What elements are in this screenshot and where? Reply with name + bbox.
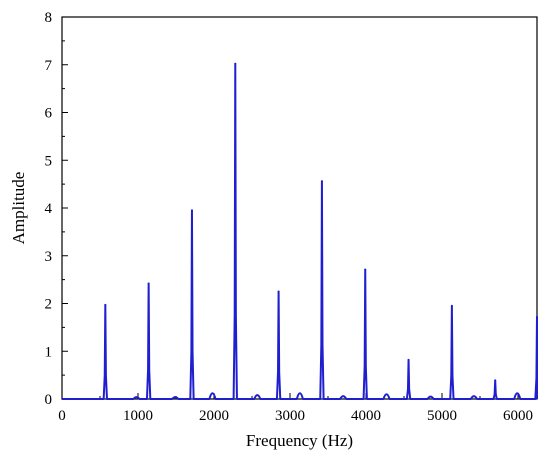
plot-frame: [61, 16, 538, 400]
spectrum-peak-point: [364, 268, 367, 271]
spectrum-series-line: [62, 62, 538, 400]
x-tick-label: 0: [58, 408, 66, 424]
spectrum-peak-point: [147, 282, 150, 285]
x-axis-ticks: 0 1000 2000 3000 4000 5000 6000: [58, 393, 533, 424]
y-tick-label: 4: [45, 201, 53, 217]
y-tick-label: 6: [45, 106, 53, 122]
y-tick-label: 8: [45, 10, 53, 26]
x-tick-label: 5000: [427, 408, 457, 424]
y-tick-label: 3: [45, 249, 53, 265]
x-axis-label: Frequency (Hz): [246, 431, 353, 450]
x-tick-label: 2000: [199, 408, 229, 424]
x-tick-label: 6000: [503, 408, 533, 424]
spectrum-peak-point: [104, 303, 107, 306]
y-tick-label: 0: [45, 392, 53, 408]
y-axis-ticks: 0 1 2 3 4 5 6 7 8: [45, 10, 68, 408]
spectrum-peak-point: [190, 209, 193, 212]
y-axis-label: Amplitude: [9, 172, 28, 245]
x-tick-label: 3000: [275, 408, 305, 424]
y-tick-label: 1: [45, 344, 53, 360]
spectrum-peak-point: [494, 379, 497, 382]
spectrum-peak-point: [320, 180, 323, 183]
spectrum-peak-point: [234, 62, 237, 65]
spectrum-peak-point: [450, 304, 453, 307]
x-tick-label: 1000: [123, 408, 153, 424]
x-tick-label: 4000: [351, 408, 381, 424]
y-tick-label: 2: [45, 297, 53, 313]
spectrum-peak-point: [407, 358, 410, 361]
y-tick-label: 7: [45, 58, 53, 74]
y-tick-label: 5: [45, 153, 53, 169]
spectrum-peak-point: [536, 315, 538, 318]
spectrum-peak-point: [277, 290, 280, 293]
